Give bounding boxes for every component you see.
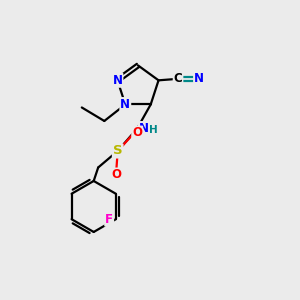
Text: O: O [111, 169, 121, 182]
Text: F: F [105, 213, 113, 226]
Text: O: O [132, 127, 142, 140]
Text: N: N [112, 74, 122, 87]
Text: H: H [149, 125, 158, 135]
Text: N: N [120, 98, 130, 111]
Text: C: C [174, 72, 182, 85]
Text: N: N [139, 122, 149, 135]
Text: N: N [194, 72, 204, 85]
Text: S: S [113, 145, 122, 158]
